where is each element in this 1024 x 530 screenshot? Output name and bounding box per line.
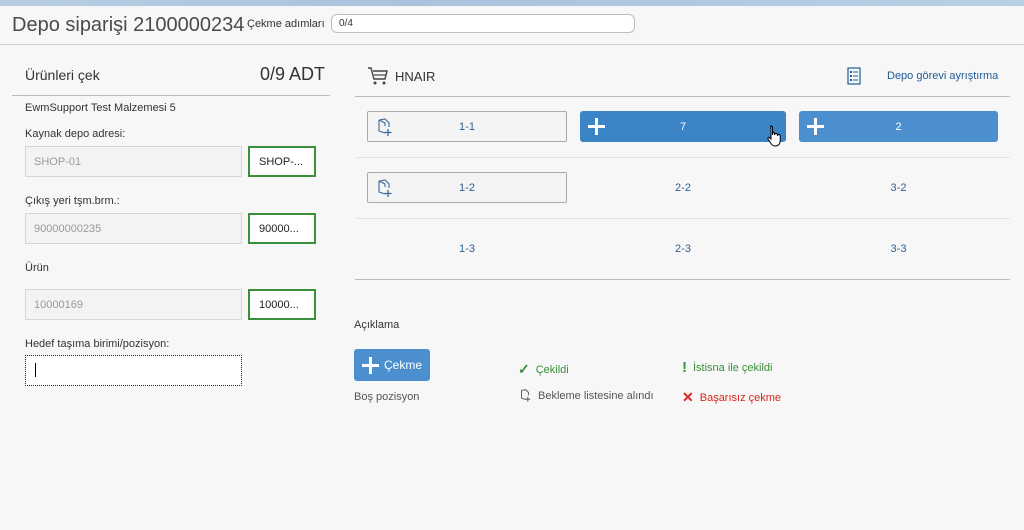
bin-1-3[interactable]: 1-3 [367, 233, 567, 264]
row-divider [355, 218, 1010, 219]
product-confirm[interactable]: 10000... [248, 289, 316, 320]
bin-2-2[interactable]: 2-2 [580, 172, 786, 203]
bin-2-1[interactable]: 7 [580, 111, 786, 142]
waitlist-icon [520, 389, 531, 402]
bin-label: 1-1 [459, 120, 475, 133]
header-divider [0, 44, 1024, 45]
task-list-icon[interactable] [847, 67, 861, 85]
cart-icon [368, 67, 388, 85]
legend-waitlist: Bekleme listesine alındı [518, 389, 654, 403]
plus-icon [807, 118, 824, 135]
source-hu-field: 90000000235 [25, 213, 242, 244]
grid-bottom-divider [355, 279, 1010, 280]
pick-steps-label: Çekme adımları [247, 18, 325, 30]
product-label: Ürün [25, 262, 49, 274]
source-hu-label: Çıkış yeri tşm.brm.: [25, 195, 120, 207]
bin-label: 2 [895, 120, 902, 133]
right-divider [355, 96, 1010, 97]
legend-title: Açıklama [354, 319, 400, 331]
left-divider [12, 95, 330, 96]
legend-pick-button: Çekme [354, 349, 430, 381]
bin-label: 3-3 [890, 242, 907, 255]
bin-label: 1-3 [459, 242, 475, 255]
page-title: Depo siparişi 2100000234 [12, 14, 245, 36]
plus-icon [588, 118, 605, 135]
bin-label: 7 [679, 120, 687, 133]
source-bin-label: Kaynak depo adresi: [25, 128, 126, 140]
bin-label: 2-3 [675, 242, 691, 255]
pick-steps-progress: 0/4 [331, 14, 635, 33]
bin-label: 1-2 [459, 181, 475, 194]
target-input[interactable] [25, 355, 242, 386]
shell-bar [0, 0, 1024, 6]
bin-label: 3-2 [890, 181, 907, 194]
plus-icon [362, 356, 379, 374]
waitlist-icon [378, 179, 392, 197]
source-bin-field: SHOP-01 [25, 146, 242, 177]
check-icon: ✓ [518, 361, 530, 377]
bin-1-1[interactable]: 1-1 [367, 111, 567, 142]
bin-1-2[interactable]: 1-2 [367, 172, 567, 203]
row-divider [355, 157, 1010, 158]
text-cursor [35, 363, 36, 377]
bin-3-3[interactable]: 3-3 [799, 233, 998, 264]
legend-exception-label: İstisna ile çekildi [693, 361, 773, 374]
legend-waitlist-label: Bekleme listesine alındı [538, 390, 654, 402]
bin-3-1[interactable]: 2 [799, 111, 998, 142]
legend-failed: ✕ Başarısız çekme [682, 389, 781, 406]
bin-2-3[interactable]: 2-3 [580, 233, 786, 264]
bin-label: 2-2 [675, 181, 691, 194]
waitlist-icon [378, 118, 392, 136]
cross-icon: ✕ [682, 389, 694, 405]
product-field: 10000169 [25, 289, 242, 320]
split-task-link[interactable]: Depo görevi ayrıştırma [887, 70, 999, 82]
source-bin-confirm[interactable]: SHOP-... [248, 146, 316, 177]
legend-empty: Boş pozisyon [354, 391, 420, 403]
hand-cursor-icon [767, 125, 781, 147]
product-name: EwmSupport Test Malzemesi 5 [25, 102, 176, 114]
legend-failed-label: Başarısız çekme [699, 391, 782, 404]
legend-picked-label: Çekildi [535, 363, 569, 376]
source-hu-confirm[interactable]: 90000... [248, 213, 316, 244]
quantity-counter: 0/9 ADT [259, 64, 325, 84]
bin-3-2[interactable]: 3-2 [799, 172, 998, 203]
pick-button-label: Çekme [384, 358, 423, 372]
resource-name: HNAIR [395, 69, 436, 84]
pick-products-title: Ürünleri çek [25, 67, 100, 83]
legend-picked: ✓ Çekildi [518, 361, 569, 378]
target-label: Hedef taşıma birimi/pozisyon: [25, 338, 170, 350]
exclamation-icon: ! [682, 359, 687, 376]
legend-exception: ! İstisna ile çekildi [682, 359, 772, 376]
